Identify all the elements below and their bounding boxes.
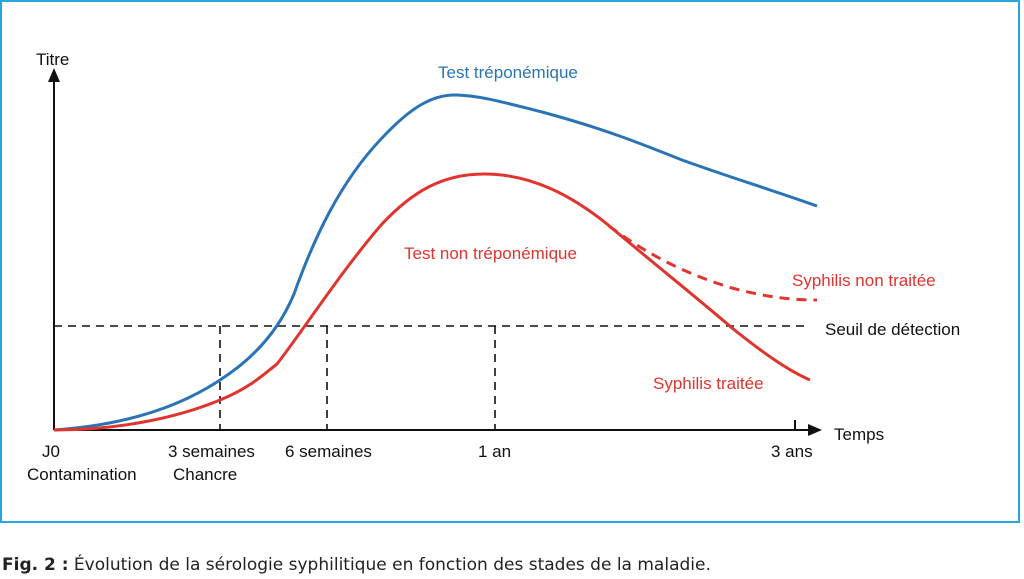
x-axis-label: Temps [834,425,884,444]
caption-prefix: Fig. 2 : [2,555,69,575]
label-untreated: Syphilis non traitée [792,271,936,290]
x-tick-label-6-semaines: 6 semaines [285,442,372,461]
serology-chart: Titre Temps Test tréponémique Test non t… [27,50,960,484]
x-axis-arrow [808,424,822,436]
x-tick-label-j0: J0 [42,442,60,461]
x-tick-sublabel-contamination: Contamination [27,465,137,484]
label-treated: Syphilis traitée [653,374,764,393]
threshold-label: Seuil de détection [825,320,960,339]
figure-frame: Titre Temps Test tréponémique Test non t… [0,0,1020,523]
x-tick-sublabel-chancre: Chancre [173,465,237,484]
x-tick-label-3-semaines: 3 semaines [168,442,255,461]
x-tick-label-3-ans: 3 ans [771,442,813,461]
x-tick-label-1-an: 1 an [478,442,511,461]
y-axis-label: Titre [36,50,69,69]
figure-caption: Fig. 2 : Évolution de la sérologie syphi… [2,555,711,575]
label-non-treponemal: Test non tréponémique [404,244,577,263]
caption-text: Évolution de la sérologie syphilitique e… [68,555,711,575]
series-non-treponemal-line [53,172,811,432]
y-axis-arrow [48,68,60,82]
label-treponemal: Test tréponémique [438,63,578,82]
series-treponemal-line [53,93,818,432]
series-untreated-line [608,224,818,302]
